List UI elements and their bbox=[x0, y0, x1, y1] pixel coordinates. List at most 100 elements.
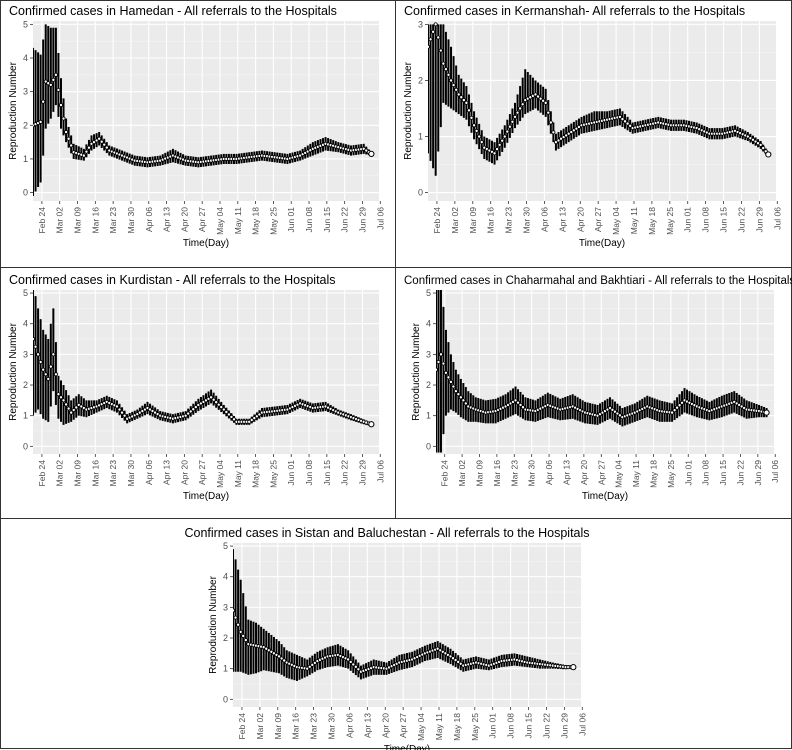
estimate-point bbox=[454, 87, 459, 92]
plot-background bbox=[428, 21, 776, 201]
estimate-point bbox=[53, 72, 58, 77]
x-tick-label: Apr 06 bbox=[539, 207, 549, 232]
y-axis-label: Reproduction Number bbox=[8, 61, 19, 159]
x-tick-label: May 11 bbox=[631, 460, 641, 488]
y-tick-label: 5 bbox=[426, 288, 431, 298]
estimate-point bbox=[41, 367, 46, 372]
y-tick-label: 0 bbox=[23, 188, 28, 198]
estimate-point bbox=[492, 151, 497, 156]
y-tick-label: 3 bbox=[426, 349, 431, 359]
estimate-point bbox=[433, 22, 438, 27]
x-tick-label: May 04 bbox=[614, 460, 624, 488]
y-tick-label: 1 bbox=[23, 411, 28, 421]
x-tick-label: Feb 24 bbox=[37, 207, 47, 234]
x-tick-label: Mar 02 bbox=[55, 207, 65, 234]
estimate-point bbox=[443, 370, 448, 375]
estimate-point bbox=[513, 114, 518, 119]
estimate-point bbox=[515, 110, 520, 115]
final-point bbox=[368, 421, 375, 428]
x-tick-label: Mar 02 bbox=[55, 460, 65, 487]
estimate-point bbox=[451, 384, 456, 389]
x-tick-label: Jul 06 bbox=[375, 207, 385, 230]
estimate-point bbox=[238, 629, 243, 634]
estimate-point bbox=[33, 344, 38, 349]
chart-title: Confirmed cases in Chaharmahal and Bakht… bbox=[404, 275, 792, 287]
x-tick-label: May 04 bbox=[215, 207, 225, 235]
y-tick-label: 4 bbox=[223, 572, 228, 582]
final-point bbox=[765, 151, 772, 158]
x-tick-label: Mar 09 bbox=[73, 207, 83, 234]
y-tick-label: 4 bbox=[23, 319, 28, 329]
estimate-point bbox=[456, 392, 461, 397]
estimate-point bbox=[33, 337, 35, 342]
chart-kermanshah: Confirmed cases in Kermanshah- All refer… bbox=[403, 4, 782, 249]
estimate-point bbox=[500, 138, 505, 143]
estimate-point bbox=[99, 139, 104, 144]
estimate-point bbox=[64, 402, 69, 407]
panel-sistan: Confirmed cases in Sistan and Baluchesta… bbox=[0, 518, 792, 750]
x-tick-label: Jun 08 bbox=[304, 460, 314, 486]
x-tick-label: Jun 15 bbox=[718, 460, 728, 486]
x-tick-label: Jun 15 bbox=[719, 207, 729, 233]
x-tick-label: Apr 20 bbox=[179, 207, 189, 232]
estimate-point bbox=[520, 102, 525, 107]
x-tick-label: Jun 22 bbox=[735, 460, 745, 486]
estimate-point bbox=[117, 407, 122, 412]
y-tick-label: 2 bbox=[223, 633, 228, 643]
y-tick-label: 1 bbox=[23, 154, 28, 164]
x-tick-label: Mar 16 bbox=[492, 460, 502, 487]
y-tick-label: 1 bbox=[426, 411, 431, 421]
x-tick-label: Mar 16 bbox=[90, 207, 100, 234]
estimate-point bbox=[71, 408, 76, 413]
x-tick-label: Jun 01 bbox=[488, 713, 498, 739]
estimate-point bbox=[436, 35, 441, 40]
estimate-point bbox=[428, 37, 433, 42]
chart-title: Confirmed cases in Sistan and Baluchesta… bbox=[184, 526, 589, 540]
x-tick-label: Mar 23 bbox=[509, 460, 519, 487]
estimate-point bbox=[58, 395, 63, 400]
estimate-point bbox=[436, 360, 441, 365]
estimate-point bbox=[66, 406, 71, 411]
estimate-point bbox=[122, 413, 127, 418]
estimate-point bbox=[436, 367, 438, 372]
series-group bbox=[233, 549, 577, 681]
estimate-point bbox=[61, 398, 66, 403]
y-tick-label: 0 bbox=[426, 441, 431, 451]
x-axis-label: Time(Day) bbox=[579, 238, 625, 249]
x-tick-label: Jun 22 bbox=[340, 207, 350, 233]
estimate-point bbox=[551, 130, 556, 135]
plot-background bbox=[33, 290, 379, 454]
x-tick-label: May 04 bbox=[215, 460, 225, 488]
y-tick-label: 0 bbox=[23, 441, 28, 451]
series-group bbox=[33, 24, 375, 196]
x-tick-label: Jun 22 bbox=[340, 460, 350, 486]
estimate-point bbox=[428, 44, 430, 49]
estimate-point bbox=[507, 124, 512, 129]
x-tick-label: Apr 13 bbox=[162, 460, 172, 485]
x-tick-label: Mar 16 bbox=[486, 207, 496, 234]
x-tick-label: Jun 08 bbox=[506, 713, 516, 739]
estimate-point bbox=[446, 375, 451, 380]
estimate-point bbox=[446, 72, 451, 77]
y-tick-label: 1 bbox=[223, 664, 228, 674]
x-tick-label: Apr 27 bbox=[197, 207, 207, 232]
estimate-point bbox=[241, 633, 246, 638]
estimate-point bbox=[38, 360, 43, 365]
y-tick-label: 2 bbox=[23, 380, 28, 390]
estimate-point bbox=[74, 405, 79, 410]
x-tick-label: Apr 13 bbox=[362, 713, 372, 738]
y-tick-label: 5 bbox=[223, 541, 228, 551]
chart-hamedan: Confirmed cases in Hamedan - All referra… bbox=[8, 4, 385, 249]
x-tick-label: Feb 24 bbox=[432, 207, 442, 234]
x-tick-label: Jun 29 bbox=[357, 207, 367, 233]
estimate-point bbox=[761, 146, 766, 151]
estimate-point bbox=[43, 372, 48, 377]
x-tick-label: Jun 15 bbox=[322, 207, 332, 233]
estimate-point bbox=[472, 123, 477, 128]
estimate-point bbox=[64, 130, 69, 135]
estimate-point bbox=[495, 147, 500, 152]
panel-kurdistan: Confirmed cases in Kurdistan - All refer… bbox=[0, 267, 396, 519]
y-tick-label: 2 bbox=[426, 380, 431, 390]
estimate-point bbox=[477, 134, 482, 139]
estimate-point bbox=[497, 142, 502, 147]
